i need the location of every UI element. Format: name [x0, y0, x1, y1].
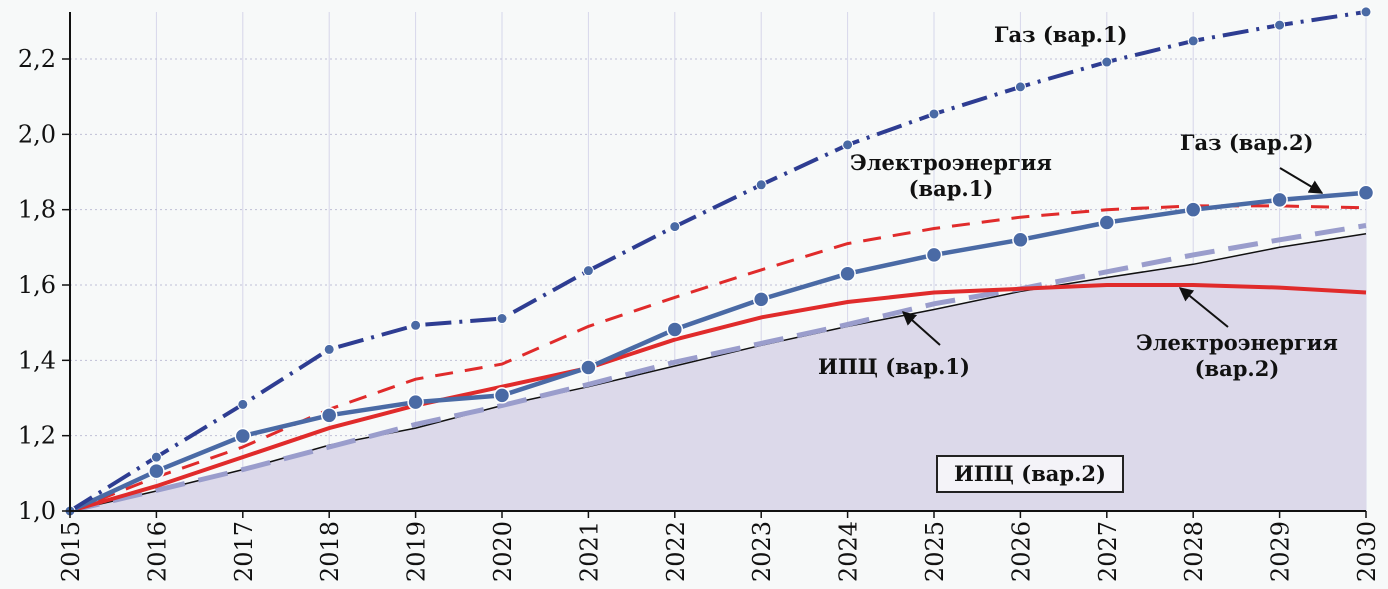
- y-tick-label: 1,2: [18, 422, 56, 450]
- y-tick-label: 2,0: [18, 120, 56, 148]
- y-tick-label: 1,4: [18, 346, 56, 374]
- label-electro2-line2: (вар.2): [1194, 356, 1280, 381]
- gas2-point: [839, 265, 856, 282]
- x-tick-label: 2022: [662, 521, 690, 582]
- gas1-line: [68, 9, 1367, 513]
- gas2-line: [69, 190, 1367, 514]
- gas2-point: [407, 393, 424, 411]
- x-tick-label: 2018: [316, 521, 344, 582]
- gas2-point: [148, 462, 165, 480]
- label-cpi1: ИПЦ (вар.1): [818, 354, 970, 379]
- electro2-line: [69, 283, 1367, 513]
- label-electro1-line1: Электроэнергия: [850, 150, 1052, 175]
- x-tick-label: 2017: [230, 521, 258, 582]
- gas1-point: [1360, 6, 1372, 18]
- x-tick-label: 2025: [921, 521, 949, 582]
- gas2-point: [580, 359, 597, 376]
- cpi1-line: [69, 223, 1367, 514]
- x-tick-label: 2029: [1267, 521, 1295, 582]
- label-electro1: Электроэнергия (вар.1): [850, 150, 1052, 202]
- gas2-point: [234, 427, 252, 445]
- gas2-point: [1357, 184, 1375, 201]
- arrow-cpi1: [901, 311, 941, 346]
- gas1-point: [496, 313, 508, 325]
- y-tick-label: 1,8: [18, 196, 56, 224]
- gas2-point: [1184, 201, 1202, 218]
- x-tick-label: 2021: [575, 521, 603, 582]
- label-gas2: Газ (вар.2): [1180, 130, 1314, 155]
- label-electro2-line1: Электроэнергия: [1136, 330, 1338, 355]
- x-tick-label: 2030: [1353, 521, 1381, 582]
- gas1-point: [410, 319, 422, 331]
- gas2-point: [1012, 231, 1029, 249]
- x-tick-label: 2024: [835, 521, 863, 582]
- y-tick-label: 1,0: [18, 497, 56, 525]
- x-tick-label: 2023: [748, 521, 776, 582]
- gas1-point: [582, 265, 594, 277]
- label-electro1-line2: (вар.1): [908, 176, 994, 201]
- gas1-point: [237, 398, 249, 410]
- label-cpi2: ИПЦ (вар.2): [936, 455, 1124, 493]
- gas1-point: [755, 179, 767, 191]
- gas1-point: [1274, 19, 1286, 31]
- gas1-point: [323, 343, 335, 355]
- series-layer: [64, 6, 1375, 517]
- arrow-gas2: [1279, 167, 1324, 194]
- gas2-point: [1098, 214, 1116, 231]
- gas1-point: [1187, 35, 1199, 47]
- gas2-point: [925, 246, 943, 264]
- gas2-point: [320, 407, 338, 424]
- gas1-point: [669, 221, 681, 233]
- axes: 1,0 1,2 1,4 1,6 1,8 2,0 2,2 2015 2016 2017 2018 201…: [18, 12, 1381, 582]
- label-gas1: Газ (вар.1): [994, 22, 1128, 47]
- gas2-point: [1271, 191, 1288, 209]
- gas2-point: [493, 387, 511, 404]
- x-tick-label: 2016: [143, 521, 171, 582]
- y-tick-label: 2,2: [18, 45, 56, 73]
- y-tick-label: 1,6: [18, 271, 56, 299]
- gas2-point: [666, 321, 684, 338]
- gas1-point: [1101, 56, 1113, 68]
- label-electro2: Электроэнергия (вар.2): [1136, 330, 1338, 382]
- cpi2-area: [70, 233, 1366, 512]
- x-tick-label: 2028: [1180, 521, 1208, 582]
- gas1-point: [150, 451, 162, 463]
- annotation-arrows: [901, 167, 1324, 346]
- arrow-el2: [1178, 287, 1229, 328]
- x-tick-label: 2027: [1094, 521, 1122, 582]
- gas1-point: [842, 139, 854, 151]
- gas1-point: [928, 108, 940, 120]
- x-tick-label: 2026: [1007, 521, 1035, 582]
- gas2-point: [752, 291, 770, 308]
- gas1-point: [1014, 81, 1026, 93]
- x-tick-label: 2015: [57, 521, 85, 582]
- x-tick-label: 2020: [489, 521, 517, 582]
- x-tick-label: 2019: [403, 521, 431, 582]
